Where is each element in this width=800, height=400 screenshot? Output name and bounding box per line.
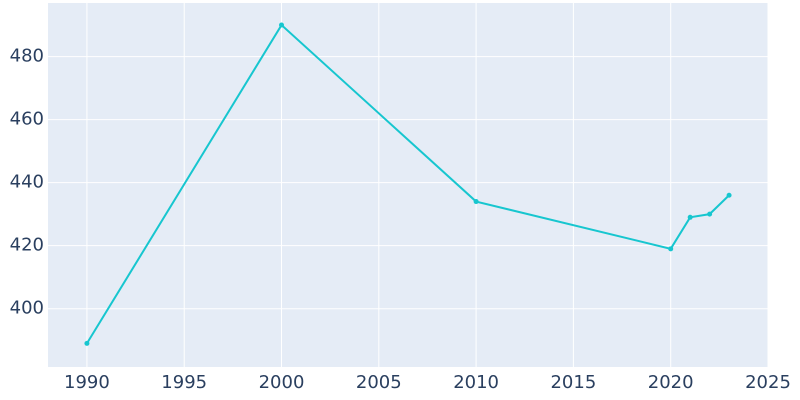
point (279, 22, 285, 28)
x-tick-label: 2000 (259, 372, 305, 393)
point (707, 211, 713, 217)
y-tick-label: 420 (10, 235, 44, 256)
x-tick-label: 2025 (745, 372, 791, 393)
y-tick-label: 480 (10, 46, 44, 67)
plot-area (48, 3, 768, 367)
y-tick-label: 460 (10, 109, 44, 130)
x-tick-label: 1995 (161, 372, 207, 393)
point (473, 199, 479, 205)
x-tick-label: 2010 (453, 372, 499, 393)
x-tick-label: 2015 (550, 372, 596, 393)
x-tick-label: 1990 (64, 372, 110, 393)
point (668, 246, 674, 252)
x-tick-label: 2005 (356, 372, 402, 393)
point (687, 214, 693, 220)
x-tick-label: 2020 (648, 372, 694, 393)
y-tick-label: 400 (10, 298, 44, 319)
point (84, 340, 90, 346)
point (726, 192, 732, 198)
y-tick-label: 440 (10, 172, 44, 193)
